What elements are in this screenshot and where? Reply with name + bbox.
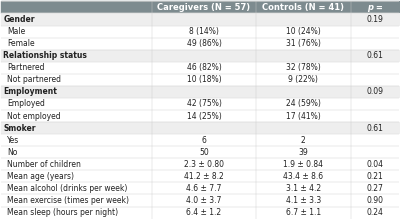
Text: Not employed: Not employed xyxy=(7,112,61,121)
Text: 24 (59%): 24 (59%) xyxy=(286,99,321,108)
Text: 31 (76%): 31 (76%) xyxy=(286,39,321,48)
Bar xyxy=(1,194,399,207)
Text: 0.09: 0.09 xyxy=(366,87,383,96)
Text: 0.04: 0.04 xyxy=(366,160,383,169)
Bar xyxy=(1,26,399,38)
Text: Employment: Employment xyxy=(3,87,57,96)
Bar xyxy=(1,146,399,158)
Bar xyxy=(1,182,399,194)
Text: Employed: Employed xyxy=(7,99,45,108)
Text: 10 (18%): 10 (18%) xyxy=(187,75,221,84)
Text: Controls (N = 41): Controls (N = 41) xyxy=(262,3,344,12)
Text: p =: p = xyxy=(367,3,383,12)
Text: 10 (24%): 10 (24%) xyxy=(286,27,321,36)
Text: Caregivers (N = 57): Caregivers (N = 57) xyxy=(158,3,250,12)
Text: 43.4 ± 8.6: 43.4 ± 8.6 xyxy=(283,172,323,181)
Text: 14 (25%): 14 (25%) xyxy=(186,112,221,121)
Bar xyxy=(1,122,399,134)
Text: Yes: Yes xyxy=(7,136,20,145)
Text: Mean exercise (times per week): Mean exercise (times per week) xyxy=(7,196,129,205)
Text: Male: Male xyxy=(7,27,26,36)
Bar xyxy=(1,158,399,170)
Text: 6.7 ± 1.1: 6.7 ± 1.1 xyxy=(286,208,321,217)
Text: Mean sleep (hours per night): Mean sleep (hours per night) xyxy=(7,208,118,217)
Text: 17 (41%): 17 (41%) xyxy=(286,112,321,121)
Text: Mean age (years): Mean age (years) xyxy=(7,172,74,181)
Text: 9 (22%): 9 (22%) xyxy=(288,75,318,84)
Text: 0.90: 0.90 xyxy=(366,196,383,205)
Text: Not partnered: Not partnered xyxy=(7,75,61,84)
Text: 0.61: 0.61 xyxy=(366,124,383,133)
Bar xyxy=(1,170,399,182)
Text: 8 (14%): 8 (14%) xyxy=(189,27,219,36)
Bar xyxy=(1,207,399,219)
Bar xyxy=(1,86,399,98)
Text: 50: 50 xyxy=(199,148,209,157)
Text: Gender: Gender xyxy=(3,15,35,24)
Text: 39: 39 xyxy=(298,148,308,157)
Text: 42 (75%): 42 (75%) xyxy=(186,99,222,108)
Text: 1.9 ± 0.84: 1.9 ± 0.84 xyxy=(283,160,323,169)
Text: 49 (86%): 49 (86%) xyxy=(186,39,222,48)
Text: 4.1 ± 3.3: 4.1 ± 3.3 xyxy=(286,196,321,205)
Text: 6.4 ± 1.2: 6.4 ± 1.2 xyxy=(186,208,222,217)
Text: 0.61: 0.61 xyxy=(366,51,383,60)
Bar xyxy=(1,1,399,13)
Text: Number of children: Number of children xyxy=(7,160,81,169)
Text: 4.0 ± 3.7: 4.0 ± 3.7 xyxy=(186,196,222,205)
Bar xyxy=(1,74,399,86)
Text: 46 (82%): 46 (82%) xyxy=(186,63,221,72)
Text: 0.27: 0.27 xyxy=(366,184,383,193)
Text: 32 (78%): 32 (78%) xyxy=(286,63,321,72)
Bar xyxy=(1,98,399,110)
Text: 0.21: 0.21 xyxy=(366,172,383,181)
Text: 41.2 ± 8.2: 41.2 ± 8.2 xyxy=(184,172,224,181)
Bar xyxy=(1,62,399,74)
Bar xyxy=(1,50,399,62)
Text: 6: 6 xyxy=(202,136,206,145)
Text: No: No xyxy=(7,148,18,157)
Text: 3.1 ± 4.2: 3.1 ± 4.2 xyxy=(286,184,321,193)
Text: Partnered: Partnered xyxy=(7,63,45,72)
Text: Relationship status: Relationship status xyxy=(3,51,87,60)
Text: Female: Female xyxy=(7,39,35,48)
Bar xyxy=(1,110,399,122)
Text: 0.24: 0.24 xyxy=(366,208,383,217)
Bar xyxy=(1,38,399,50)
Bar xyxy=(1,13,399,26)
Text: Mean alcohol (drinks per week): Mean alcohol (drinks per week) xyxy=(7,184,128,193)
Text: 2: 2 xyxy=(301,136,306,145)
Text: 2.3 ± 0.80: 2.3 ± 0.80 xyxy=(184,160,224,169)
Text: 4.6 ± 7.7: 4.6 ± 7.7 xyxy=(186,184,222,193)
Text: Smoker: Smoker xyxy=(3,124,36,133)
Text: 0.19: 0.19 xyxy=(366,15,383,24)
Bar xyxy=(1,134,399,146)
